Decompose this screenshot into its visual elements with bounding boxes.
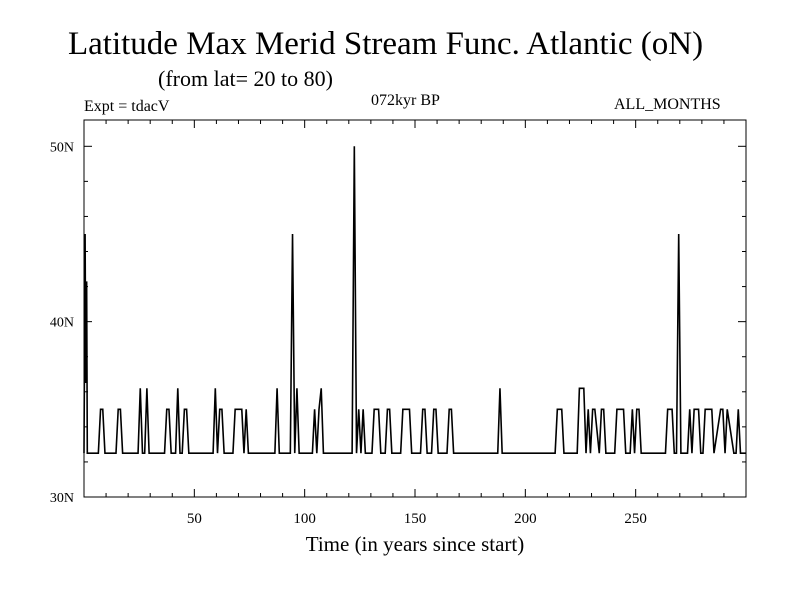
x-tick-label: 100 [293, 511, 316, 527]
x-tick-label: 200 [514, 511, 537, 527]
x-tick-label: 50 [187, 511, 202, 527]
x-tick-label: 250 [624, 511, 647, 527]
chart-title: Latitude Max Merid Stream Func. Atlantic… [68, 26, 704, 62]
y-tick-label: 30N [50, 491, 74, 506]
x-axis-label: Time (in years since start) [306, 532, 525, 556]
months-label: ALL_MONTHS [614, 96, 721, 113]
x-tick-label: 150 [404, 511, 427, 527]
period-label: 072kyr BP [371, 92, 440, 109]
series-line [83, 146, 746, 454]
y-tick-label: 50N [50, 140, 74, 155]
chart-subtitle: (from lat= 20 to 80) [158, 66, 333, 91]
experiment-label: Expt = tdacV [84, 98, 170, 115]
y-tick-label: 40N [50, 316, 74, 331]
